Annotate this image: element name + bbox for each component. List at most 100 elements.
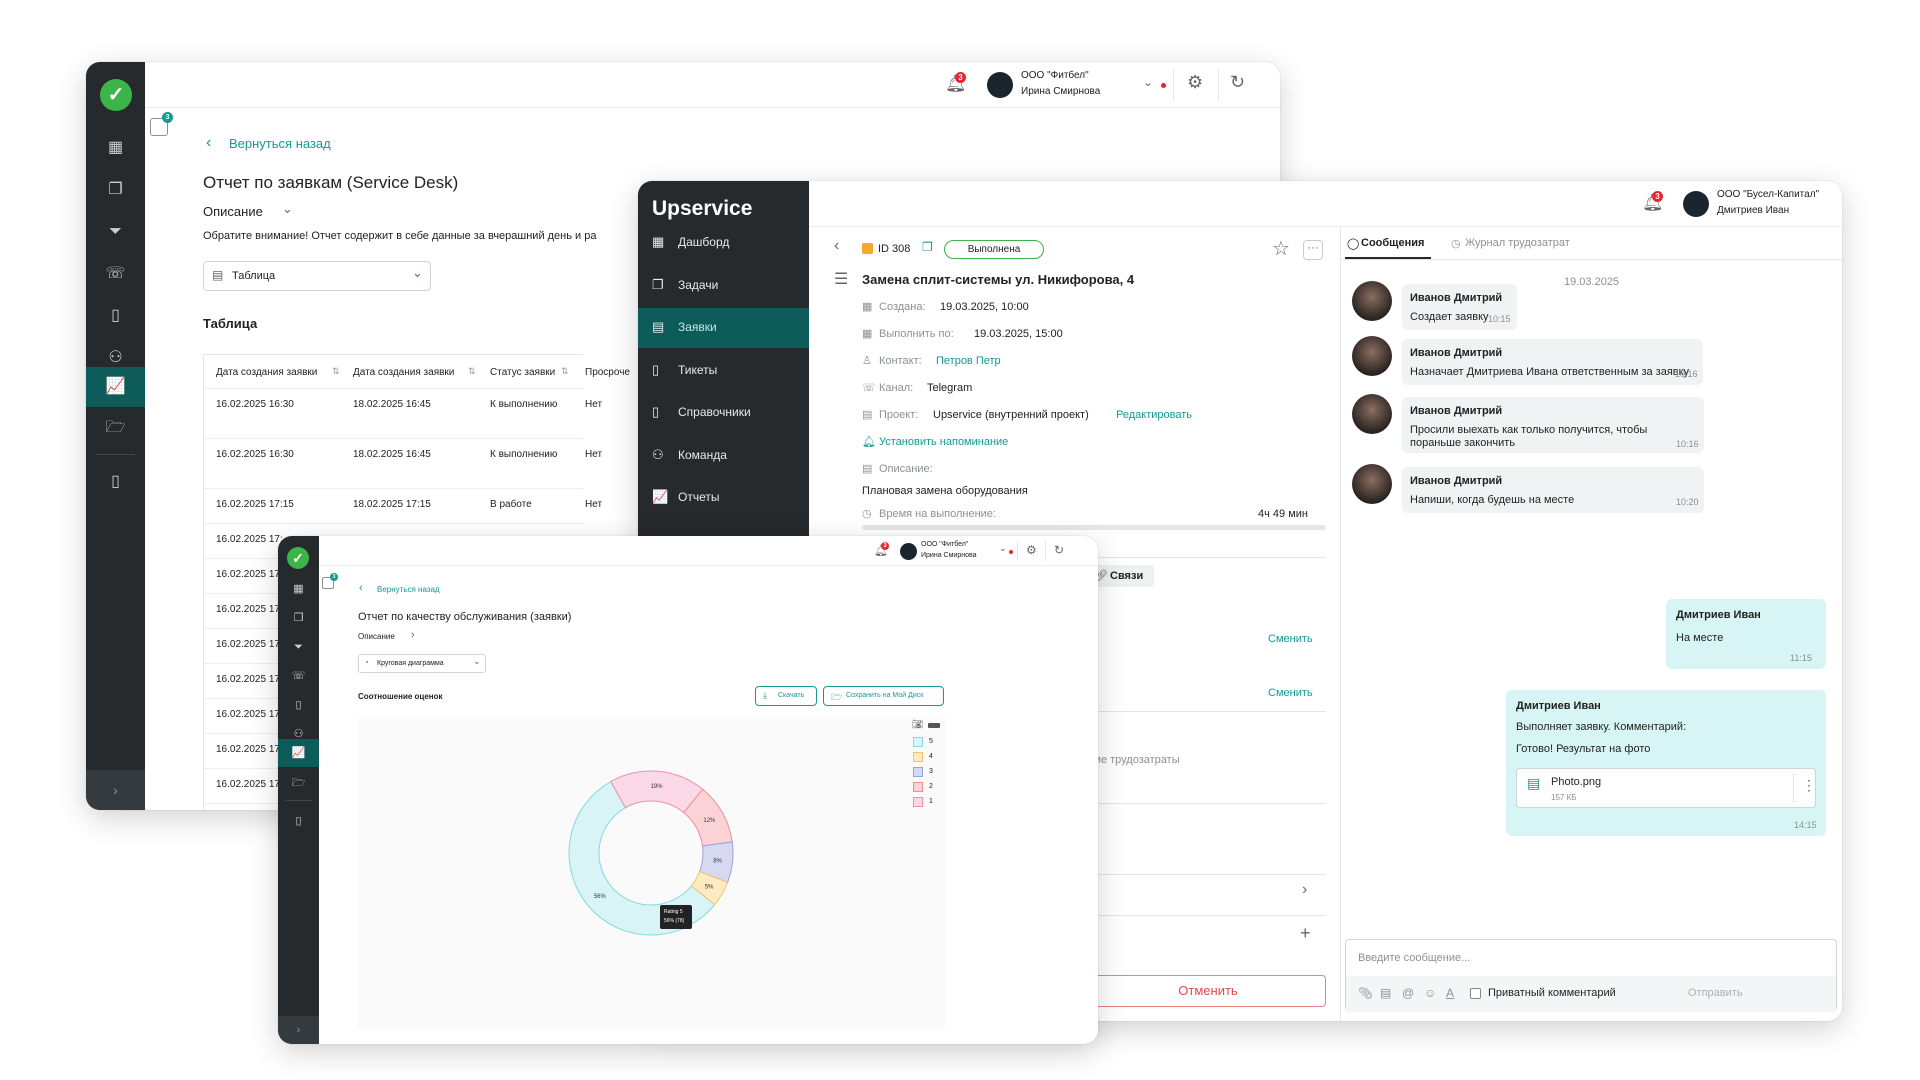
sort-icon[interactable]: ⇅ xyxy=(561,366,569,376)
copy-icon[interactable]: ❐ xyxy=(922,240,933,254)
dashboard-icon[interactable]: ▦ xyxy=(293,583,304,595)
cancel-button[interactable]: Отменить xyxy=(1090,975,1326,1007)
reports-icon[interactable]: 📈 xyxy=(278,739,319,767)
change-link[interactable]: Сменить xyxy=(1268,687,1313,699)
chevron-right-icon[interactable]: › xyxy=(411,629,415,641)
description-toggle[interactable]: Описание xyxy=(203,204,263,219)
chevron-down-icon[interactable]: ⌄ xyxy=(999,543,1007,553)
logout-icon[interactable]: ↻ xyxy=(1230,72,1246,92)
column-header[interactable]: Просроче xyxy=(585,367,630,378)
menu-icon[interactable]: ☰ xyxy=(834,271,849,288)
nav-item-dashboard[interactable]: ▦ Дашборд xyxy=(638,223,809,263)
gear-icon[interactable]: ⚙ xyxy=(1026,543,1037,557)
attach-icon[interactable]: 📎︎ xyxy=(1358,986,1374,1000)
nav-item-team[interactable]: ⚇ Команда xyxy=(638,436,809,476)
set-reminder-link[interactable]: Установить напоминание xyxy=(879,436,1009,448)
column-header[interactable]: Статус заявки xyxy=(490,367,556,378)
legend-swatch[interactable] xyxy=(913,782,923,792)
upservice-logo[interactable]: Upservice xyxy=(652,197,752,221)
mention-icon[interactable]: @ xyxy=(1402,986,1415,1000)
pie-slice[interactable] xyxy=(568,780,716,936)
tasks-icon[interactable]: ❐ xyxy=(293,612,304,624)
back-link[interactable]: Вернуться назад xyxy=(229,136,331,151)
back-link[interactable]: Вернуться назад xyxy=(377,585,440,594)
nav-item-reports[interactable]: 📈 Отчеты xyxy=(638,478,809,518)
chart-type-select[interactable]: ◔ Круговая диаграмма ⌄ xyxy=(358,654,486,673)
side-panel-icon[interactable] xyxy=(150,118,168,136)
legend-swatch[interactable] xyxy=(913,752,923,762)
book-icon[interactable]: ▯ xyxy=(111,307,120,324)
sidebar-collapse[interactable]: › xyxy=(86,770,145,810)
filter-icon[interactable]: ⏷ xyxy=(294,641,303,653)
reports-icon: 📈 xyxy=(652,489,669,504)
table-row[interactable]: 16.02.2025 17:15 18.02.2025 17:15 В работе… xyxy=(204,489,602,524)
more-menu-icon[interactable]: ··· xyxy=(1303,240,1323,260)
table-cell: 16.02.2025 16:30 xyxy=(216,399,294,410)
app-logo[interactable]: ✓ xyxy=(287,547,309,569)
back-arrow-icon[interactable]: ‹ xyxy=(359,582,363,594)
private-checkbox[interactable] xyxy=(1470,988,1481,999)
team-icon[interactable]: ⚇ xyxy=(293,728,304,740)
legend-swatch[interactable] xyxy=(913,737,923,747)
legend-swatch[interactable] xyxy=(913,767,923,777)
table-row[interactable]: 16.02.2025 16:30 18.02.2025 16:45 К выполн… xyxy=(204,389,602,439)
folder-icon[interactable]: 🗁 xyxy=(105,419,126,436)
document-icon[interactable]: ▤ xyxy=(1380,986,1392,1000)
camera-icon[interactable]: 📷︎ xyxy=(912,719,924,729)
nav-item-requests[interactable]: ▤ Заявки xyxy=(638,308,809,348)
plus-icon[interactable]: + xyxy=(1300,923,1311,943)
text-format-icon[interactable]: A xyxy=(1446,986,1455,1000)
filter-icon[interactable]: ⏷ xyxy=(109,223,122,240)
chevron-down-icon[interactable]: ⌄ xyxy=(282,201,293,216)
star-icon[interactable]: ☆ xyxy=(1272,238,1290,260)
nav-item-tasks[interactable]: ❐ Задачи xyxy=(638,266,809,306)
phone-icon[interactable]: ☏ xyxy=(291,670,306,682)
sort-icon[interactable]: ⇅ xyxy=(468,366,476,376)
labor-text: кие трудозатраты xyxy=(1090,754,1180,766)
download-button[interactable]: ⤓ Скачать xyxy=(755,686,817,706)
mobile-icon[interactable]: ▯ xyxy=(111,473,120,490)
divider xyxy=(1218,70,1219,100)
nav-item-tickets[interactable]: ▯ Тикеты xyxy=(638,351,809,391)
send-button[interactable]: Отправить xyxy=(1688,987,1743,999)
gear-icon[interactable]: ⚙ xyxy=(1187,72,1204,92)
edit-project-link[interactable]: Редактировать xyxy=(1116,409,1192,421)
column-header[interactable]: Дата создания заявки xyxy=(216,367,318,378)
phone-icon[interactable]: ☏ xyxy=(105,265,126,282)
legend-toggle-icon[interactable] xyxy=(928,723,940,728)
contact-link[interactable]: Петров Петр xyxy=(936,355,1001,367)
status-badge[interactable]: Выполнена xyxy=(944,240,1044,259)
links-tab[interactable]: 🔗︎ Связи xyxy=(1088,565,1154,587)
book-icon[interactable]: ▯ xyxy=(295,699,302,711)
dashboard-icon[interactable]: ▦ xyxy=(107,139,124,156)
kebab-menu-icon[interactable]: ⋮ xyxy=(1802,777,1816,793)
pie-slice[interactable] xyxy=(690,870,729,906)
change-link[interactable]: Сменить xyxy=(1268,633,1313,645)
chevron-down-icon[interactable]: ⌄ xyxy=(1143,75,1154,89)
sort-icon[interactable]: ⇅ xyxy=(332,366,340,376)
table-row[interactable]: 16.02.2025 16:30 18.02.2025 16:45 К выполн… xyxy=(204,439,602,489)
tasks-icon[interactable]: ❐ xyxy=(108,181,123,198)
description-toggle[interactable]: Описание xyxy=(358,632,395,641)
file-attachment[interactable]: ▤ Photo.png 157 КБ ⋮ xyxy=(1516,768,1816,808)
team-icon[interactable]: ⚇ xyxy=(108,349,123,366)
tab-messages[interactable]: Сообщения xyxy=(1361,237,1425,249)
view-select[interactable]: ▤ Таблица ⌄ xyxy=(203,261,431,291)
mobile-icon[interactable]: ▯ xyxy=(295,815,302,827)
app-logo[interactable]: ✓ xyxy=(100,79,132,111)
column-header[interactable]: Дата создания заявки xyxy=(353,367,455,378)
folder-icon[interactable]: 🗁 xyxy=(291,777,306,789)
emoji-icon[interactable]: ☺ xyxy=(1424,986,1437,1000)
legend-swatch[interactable] xyxy=(913,797,923,807)
side-panel-icon[interactable] xyxy=(322,577,334,589)
reports-icon[interactable]: 📈 xyxy=(86,367,145,407)
back-arrow-icon[interactable]: ‹ xyxy=(834,237,840,254)
logout-icon[interactable]: ↻ xyxy=(1054,543,1065,557)
message-input[interactable]: Введите сообщение... xyxy=(1358,952,1471,964)
chevron-right-icon[interactable]: › xyxy=(1302,881,1308,898)
save-to-disk-button[interactable]: 🗁 Сохранить на Мой Диск xyxy=(823,686,944,706)
sidebar-collapse[interactable]: › xyxy=(278,1016,319,1044)
nav-item-directories[interactable]: ▯ Справочники xyxy=(638,393,809,433)
back-arrow-icon[interactable]: ‹ xyxy=(206,134,212,151)
tab-labor-log[interactable]: Журнал трудозатрат xyxy=(1465,237,1570,249)
